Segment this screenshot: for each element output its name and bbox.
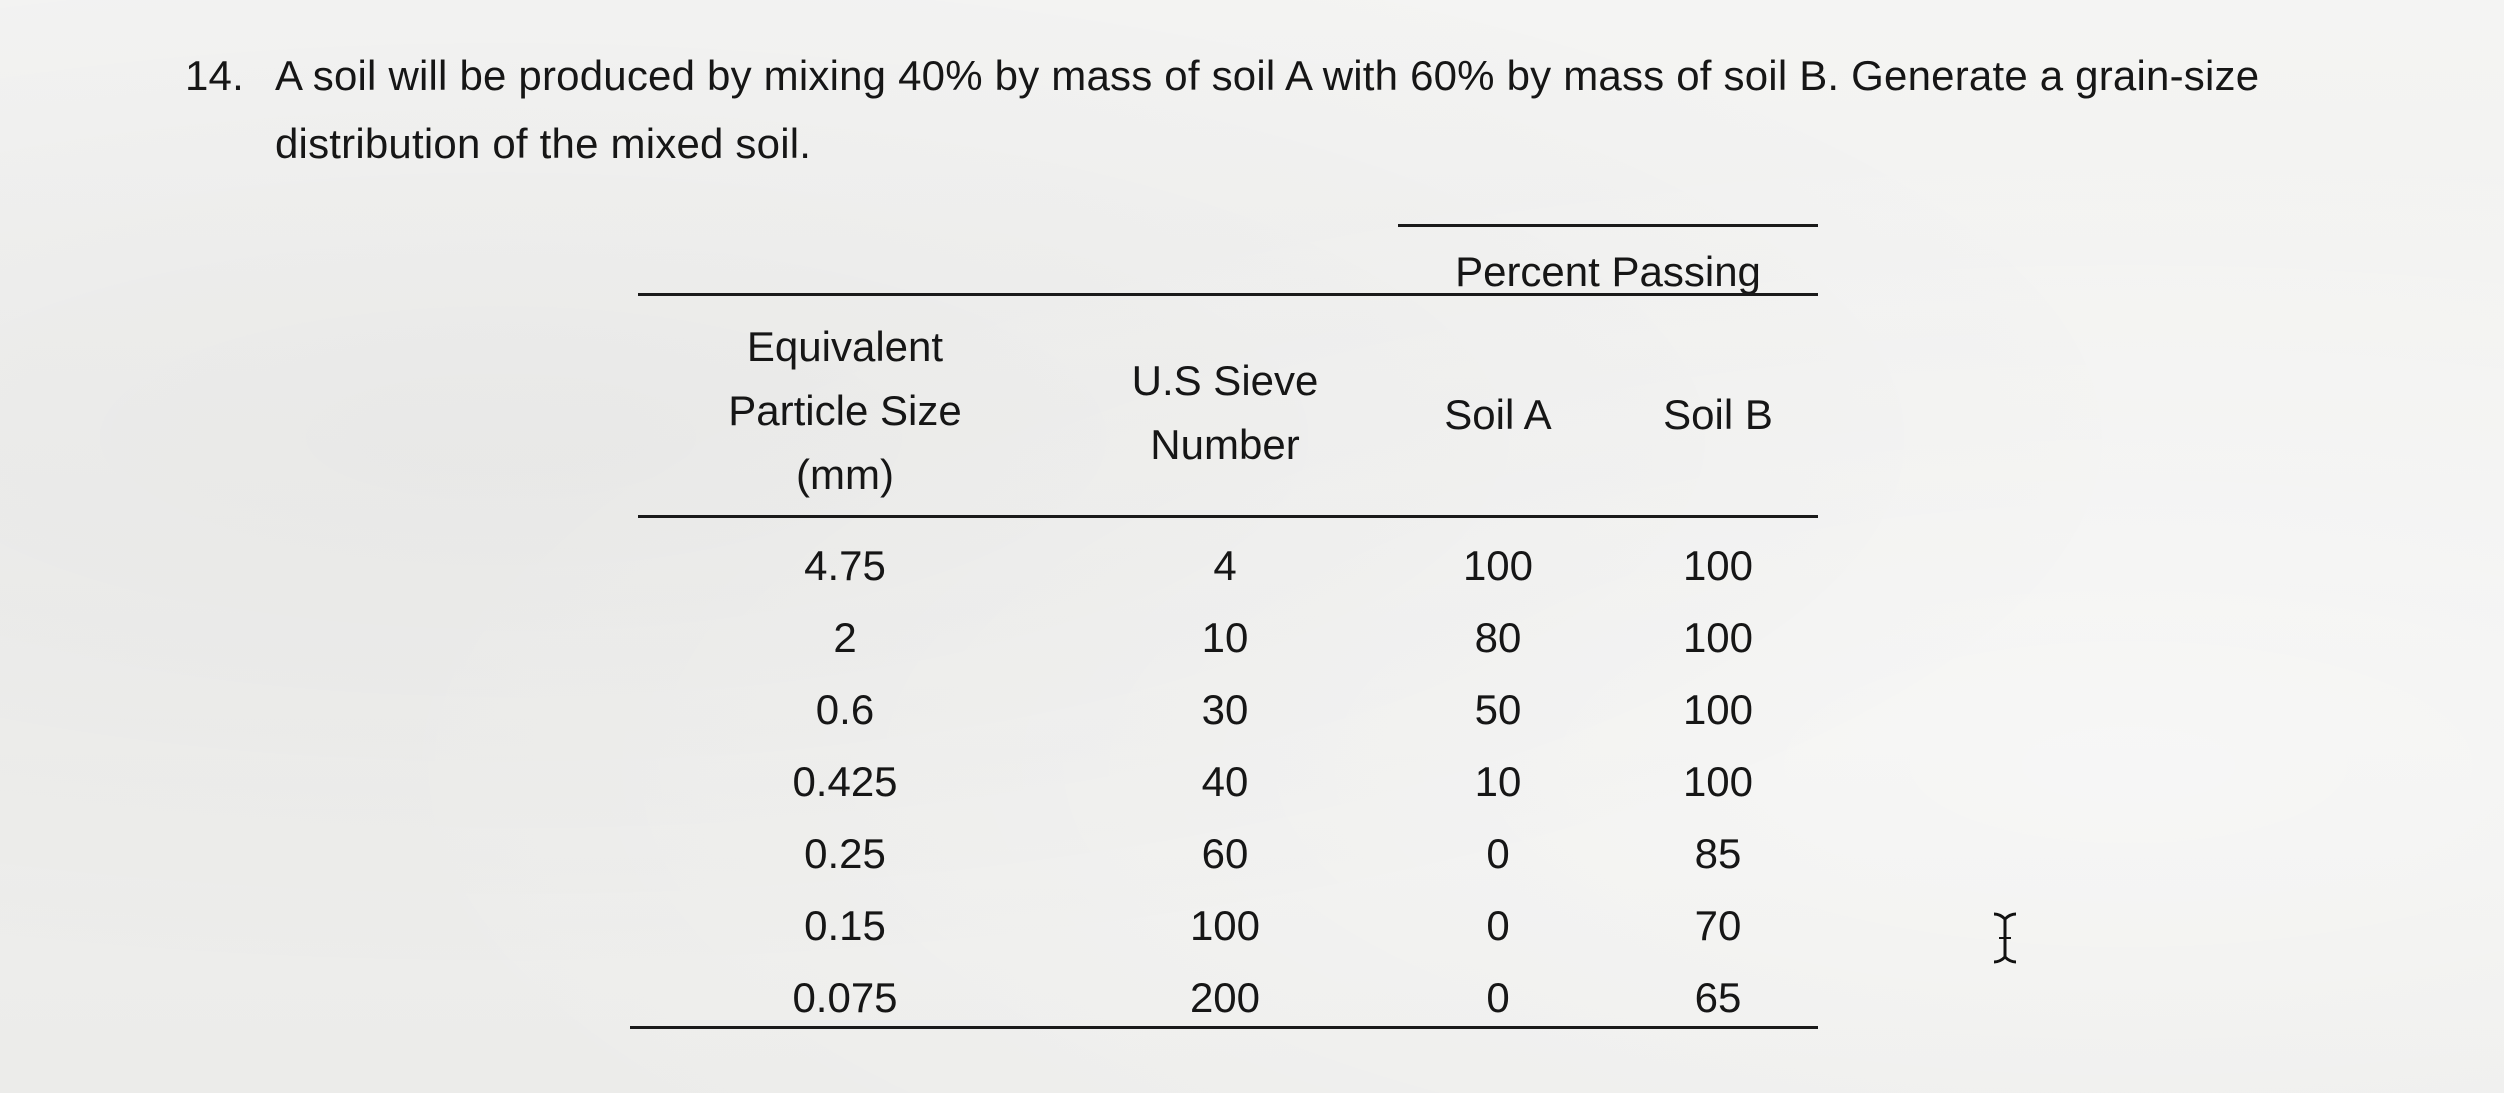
- header-sieve-line1: U.S Sieve: [1131, 357, 1319, 404]
- cell-soil-a: 0: [1486, 902, 1510, 949]
- header-particle-size-line2: Particle Size: [728, 387, 962, 434]
- cell-soil-b: 100: [1682, 758, 1754, 805]
- cell-size: 0.15: [804, 902, 886, 949]
- cell-size: 0.25: [804, 830, 886, 877]
- cell-soil-b: 100: [1682, 614, 1754, 661]
- cell-soil-a: 80: [1474, 614, 1522, 661]
- cell-sieve: 200: [1189, 974, 1261, 1021]
- cell-sieve: 40: [1201, 758, 1249, 805]
- cell-sieve: 100: [1189, 902, 1261, 949]
- table-top-rule: [638, 293, 1818, 296]
- cell-size: 4.75: [804, 542, 886, 589]
- text-cursor-icon: [1993, 912, 2017, 964]
- cell-size: 0.6: [815, 686, 875, 733]
- cell-soil-a: 50: [1474, 686, 1522, 733]
- cell-soil-b: 65: [1694, 974, 1742, 1021]
- cell-sieve: 30: [1201, 686, 1249, 733]
- cell-soil-a: 100: [1462, 542, 1534, 589]
- header-soil-a: Soil A: [1444, 391, 1552, 438]
- cell-size: 0.075: [792, 974, 898, 1021]
- header-particle-size: Equivalent Particle Size (mm): [660, 315, 1030, 507]
- cell-sieve: 10: [1201, 614, 1249, 661]
- cell-soil-b: 100: [1682, 542, 1754, 589]
- cell-sieve: 60: [1201, 830, 1249, 877]
- cell-soil-b: 100: [1682, 686, 1754, 733]
- problem-number: 14.: [185, 52, 244, 99]
- cell-size: 2: [833, 614, 857, 661]
- cell-soil-a: 0: [1486, 974, 1510, 1021]
- header-soil-b: Soil B: [1663, 391, 1773, 438]
- cell-soil-a: 0: [1486, 830, 1510, 877]
- table-bottom-rule: [630, 1026, 1818, 1029]
- header-sieve-line2: Number: [1150, 421, 1300, 468]
- cell-soil-b: 85: [1694, 830, 1742, 877]
- header-bottom-rule: [638, 515, 1818, 518]
- header-sieve-number: U.S Sieve Number: [1070, 349, 1380, 477]
- cell-soil-a: 10: [1474, 758, 1522, 805]
- group-top-rule: [1398, 224, 1818, 227]
- cell-size: 0.425: [792, 758, 898, 805]
- group-header-percent-passing: Percent Passing: [1455, 248, 1761, 295]
- cell-soil-b: 70: [1694, 902, 1742, 949]
- header-particle-size-line1: Equivalent: [746, 323, 944, 370]
- header-particle-size-line3: (mm): [796, 451, 894, 498]
- problem-text: A soil will be produced by mixing 40% by…: [275, 52, 2260, 167]
- cell-sieve: 4: [1213, 542, 1237, 589]
